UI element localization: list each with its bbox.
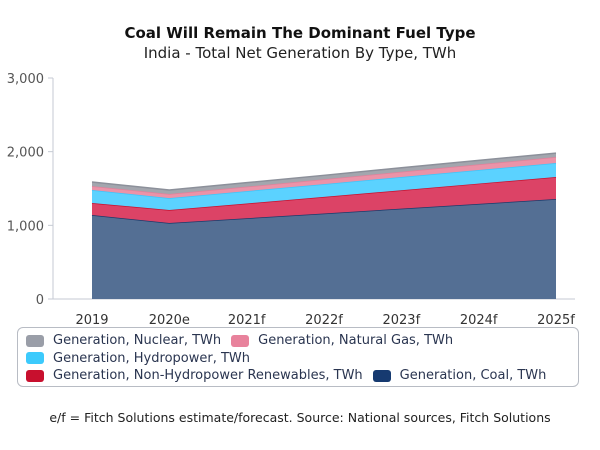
- legend-item-natural-gas[interactable]: Generation, Natural Gas, TWh: [231, 333, 453, 348]
- x-tick-label: 2021f: [228, 313, 266, 328]
- legend-swatch-renewables: [26, 369, 44, 382]
- x-tick-label: 2022f: [305, 313, 343, 328]
- area-nuclear: [92, 153, 556, 195]
- line-nuclear: [91, 152, 557, 191]
- footnote: e/f = Fitch Solutions estimate/forecast.…: [49, 410, 551, 425]
- chart-subtitle: India - Total Net Generation By Type, TW…: [143, 44, 457, 62]
- legend-label: Generation, Coal, TWh: [399, 368, 547, 384]
- x-tick-label: 2023f: [382, 313, 420, 328]
- legend-label: Generation, Nuclear, TWh: [53, 333, 222, 349]
- chart-title: Coal Will Remain The Dominant Fuel Type: [124, 24, 476, 42]
- x-tick-label: 2020e: [149, 313, 190, 328]
- area-natural-gas: [92, 157, 556, 199]
- legend-item-hydropower[interactable]: Generation, Hydropower, TWh: [26, 351, 250, 366]
- legend-label: Generation, Non-Hydropower Renewables, T…: [53, 368, 363, 384]
- x-tick-label: 2019: [75, 313, 108, 328]
- legend-label: Generation, Hydropower, TWh: [53, 350, 250, 366]
- area-non-hydropower-renewables: [92, 177, 556, 224]
- y-tick-label: 2,000: [7, 146, 44, 161]
- area-coal: [92, 199, 556, 299]
- plot-area: 0 1,000 2,000 3,000 2019 2020e 2021f 2022f 2023f…: [7, 72, 575, 328]
- y-tick-label: 3,000: [7, 72, 44, 87]
- legend-swatch-hydropower: [26, 352, 44, 365]
- legend-item-renewables[interactable]: Generation, Non-Hydropower Renewables, T…: [26, 368, 363, 383]
- area-hydropower: [92, 163, 556, 211]
- legend-swatch-coal: [372, 369, 391, 382]
- legend-item-coal[interactable]: Generation, Coal, TWh: [372, 368, 547, 384]
- legend-swatch-natural-gas: [231, 334, 250, 347]
- y-tick-label: 1,000: [7, 219, 44, 234]
- x-tick-label: 2025f: [537, 313, 575, 328]
- y-tick-label: 0: [36, 293, 44, 308]
- legend-item-nuclear[interactable]: Generation, Nuclear, TWh: [26, 333, 221, 348]
- legend-swatch-nuclear: [26, 334, 44, 347]
- legend: Generation, Nuclear, TWh Generation, Nat…: [17, 327, 579, 387]
- x-tick-label: 2024f: [460, 313, 498, 328]
- legend-label: Generation, Natural Gas, TWh: [258, 333, 454, 349]
